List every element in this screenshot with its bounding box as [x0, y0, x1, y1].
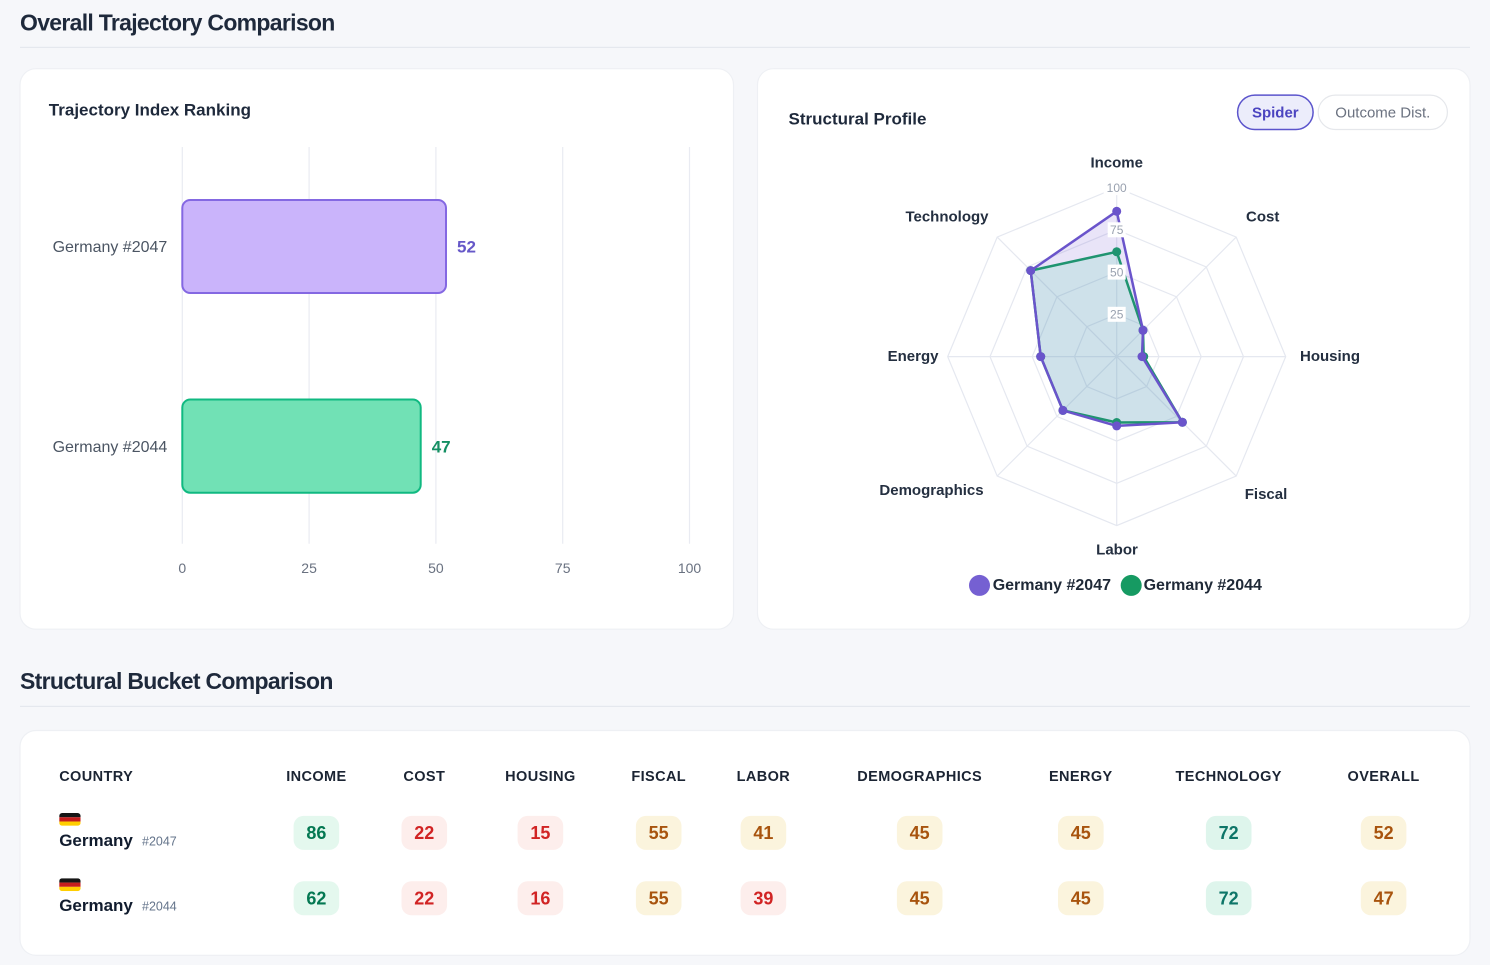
svg-text:47: 47: [1374, 889, 1394, 909]
svg-text:Germany #2047: Germany #2047: [53, 239, 168, 256]
svg-text:FISCAL: FISCAL: [631, 769, 686, 785]
svg-text:Labor: Labor: [1096, 542, 1138, 559]
svg-text:#2044: #2044: [142, 900, 177, 914]
svg-text:75: 75: [555, 560, 571, 576]
svg-text:Housing: Housing: [1300, 348, 1360, 365]
svg-text:OVERALL: OVERALL: [1348, 769, 1420, 785]
svg-text:0: 0: [178, 560, 186, 576]
svg-text:Germany #2047: Germany #2047: [993, 577, 1111, 594]
svg-text:86: 86: [306, 823, 326, 843]
svg-text:62: 62: [306, 889, 326, 909]
svg-text:Overall Trajectory Comparison: Overall Trajectory Comparison: [20, 10, 335, 36]
svg-text:Germany: Germany: [59, 896, 133, 915]
svg-text:100: 100: [678, 560, 702, 576]
svg-text:TECHNOLOGY: TECHNOLOGY: [1176, 769, 1282, 785]
svg-text:Outcome Dist.: Outcome Dist.: [1335, 105, 1430, 122]
svg-text:Germany: Germany: [59, 831, 133, 850]
svg-text:50: 50: [1110, 265, 1124, 279]
svg-text:HOUSING: HOUSING: [505, 769, 575, 785]
svg-text:#2047: #2047: [142, 834, 177, 848]
svg-text:Income: Income: [1090, 155, 1143, 172]
svg-text:Structural Profile: Structural Profile: [789, 110, 927, 129]
svg-text:DEMOGRAPHICS: DEMOGRAPHICS: [857, 769, 982, 785]
svg-text:72: 72: [1219, 823, 1239, 843]
svg-text:ENERGY: ENERGY: [1049, 769, 1113, 785]
svg-text:45: 45: [910, 889, 930, 909]
svg-text:100: 100: [1107, 181, 1127, 195]
svg-text:45: 45: [1071, 889, 1091, 909]
svg-text:COST: COST: [403, 769, 445, 785]
svg-text:Germany #2044: Germany #2044: [1144, 577, 1262, 594]
svg-text:52: 52: [1374, 823, 1394, 843]
svg-text:Cost: Cost: [1246, 209, 1279, 226]
svg-text:Energy: Energy: [888, 348, 940, 365]
svg-text:75: 75: [1110, 223, 1124, 237]
svg-text:15: 15: [530, 823, 550, 843]
svg-text:Demographics: Demographics: [879, 482, 983, 499]
svg-text:25: 25: [1110, 308, 1124, 322]
svg-text:55: 55: [649, 889, 669, 909]
svg-text:Fiscal: Fiscal: [1245, 486, 1288, 503]
svg-text:45: 45: [1071, 823, 1091, 843]
svg-text:72: 72: [1219, 889, 1239, 909]
svg-text:39: 39: [753, 889, 773, 909]
svg-text:55: 55: [649, 823, 669, 843]
svg-text:16: 16: [530, 889, 550, 909]
svg-text:Structural Bucket Comparison: Structural Bucket Comparison: [20, 668, 333, 694]
svg-text:INCOME: INCOME: [286, 769, 346, 785]
svg-text:22: 22: [414, 889, 434, 909]
svg-text:Germany #2044: Germany #2044: [53, 439, 168, 456]
svg-text:LABOR: LABOR: [737, 769, 791, 785]
svg-text:25: 25: [301, 560, 317, 576]
svg-text:45: 45: [910, 823, 930, 843]
svg-text:41: 41: [753, 823, 773, 843]
svg-text:Spider: Spider: [1252, 105, 1299, 122]
svg-text:22: 22: [414, 823, 434, 843]
svg-text:Technology: Technology: [905, 209, 989, 226]
svg-text:47: 47: [432, 437, 451, 456]
svg-text:50: 50: [428, 560, 444, 576]
svg-text:COUNTRY: COUNTRY: [59, 769, 133, 785]
svg-text:Trajectory Index Ranking: Trajectory Index Ranking: [49, 101, 251, 120]
svg-text:52: 52: [457, 237, 476, 256]
